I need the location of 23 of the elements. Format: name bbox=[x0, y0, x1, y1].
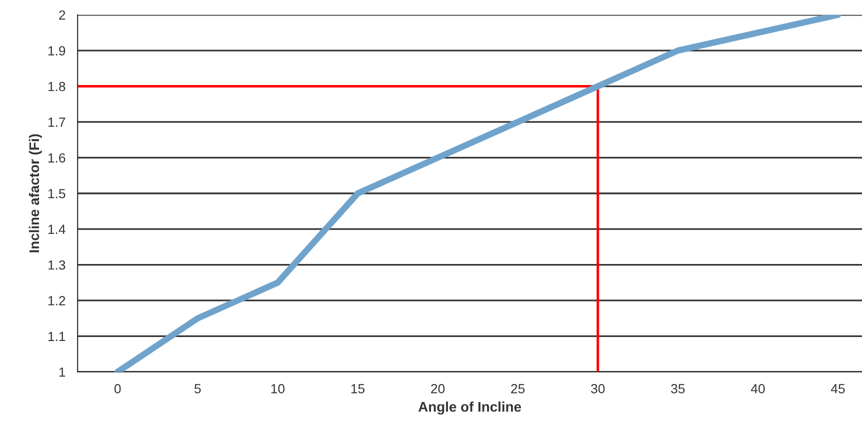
x-tick-label: 30 bbox=[591, 384, 605, 394]
x-tick-label: 5 bbox=[194, 384, 201, 394]
y-tick-label: 2 bbox=[59, 10, 66, 20]
y-tick-label: 1.5 bbox=[48, 189, 66, 198]
y-tick-label: 1.7 bbox=[48, 118, 66, 127]
x-tick-label: 45 bbox=[830, 384, 845, 394]
y-tick-label: 1 bbox=[59, 368, 66, 377]
y-tick-label: 1.6 bbox=[48, 153, 66, 163]
y-axis-title: Incline afactor (Fi) bbox=[28, 134, 42, 252]
x-tick-label: 20 bbox=[431, 384, 445, 394]
x-tick-label: 10 bbox=[271, 384, 285, 394]
x-tick-label: 25 bbox=[511, 384, 525, 394]
y-tick-label: 1.9 bbox=[48, 46, 66, 56]
x-tick-label: 40 bbox=[750, 384, 765, 394]
x-tick-label: 15 bbox=[351, 384, 365, 394]
y-tick-label: 1.1 bbox=[48, 332, 66, 341]
x-axis-title: Angle of Incline bbox=[418, 402, 522, 415]
y-tick-label: 1.8 bbox=[48, 82, 66, 92]
x-tick-label: 35 bbox=[671, 384, 685, 394]
x-tick-label: 0 bbox=[114, 384, 121, 394]
y-tick-label: 1.2 bbox=[48, 296, 66, 306]
y-tick-label: 1.4 bbox=[48, 224, 66, 234]
y-tick-label: 1.3 bbox=[48, 260, 66, 270]
